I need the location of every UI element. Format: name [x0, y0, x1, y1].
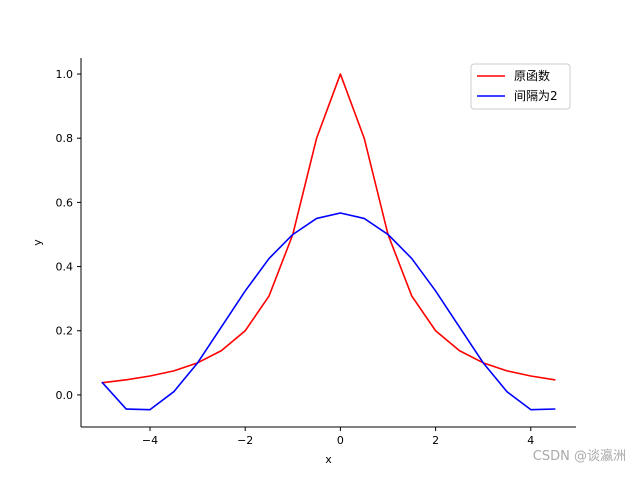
y-tick-label: 0.2 — [56, 325, 74, 338]
legend-label-1: 原函数 — [514, 68, 550, 83]
x-tick-label: −2 — [237, 434, 253, 447]
series-line-1 — [101, 73, 556, 384]
series-layer — [101, 73, 556, 411]
x-tick-label: 0 — [337, 434, 344, 447]
watermark: CSDN @谈瀛洲 — [532, 449, 626, 464]
y-tick-label: 0.6 — [56, 196, 74, 209]
x-tick-label: 2 — [432, 434, 439, 447]
y-tick-label: 0.8 — [56, 132, 74, 145]
y-tick-label: 0.4 — [56, 261, 74, 274]
legend-label-2: 间隔为2 — [514, 89, 558, 103]
y-axis-label: y — [31, 239, 44, 246]
x-tick-label: −4 — [142, 434, 158, 447]
y-tick-label: 0.0 — [56, 389, 74, 402]
y-tick-label: 1.0 — [56, 68, 74, 81]
x-axis-label: x — [325, 453, 332, 466]
series-line-2 — [101, 212, 556, 411]
axes-layer: −4 −2 0 2 4 0.0 0.2 0.4 0.6 0.8 1.0 x y — [31, 58, 576, 466]
x-tick-label: 4 — [527, 434, 534, 447]
